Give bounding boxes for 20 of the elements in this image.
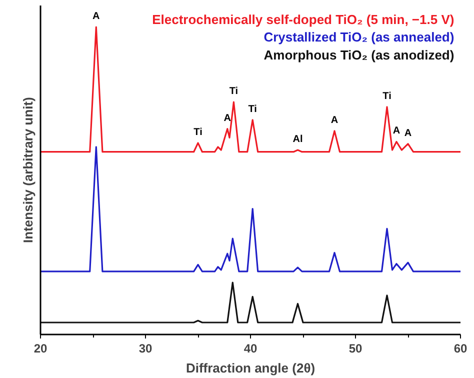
y-axis-title: Intensity (arbitrary unit) xyxy=(20,97,36,243)
x-tick-label: 20 xyxy=(34,342,48,356)
annotation: A xyxy=(224,112,232,124)
annotation: A xyxy=(392,126,400,137)
annotation: Ti xyxy=(248,104,258,115)
x-tick-label: 40 xyxy=(244,342,258,356)
annotation: Ti xyxy=(382,90,392,102)
annotation: A xyxy=(330,114,338,126)
text: Electrochemically self-doped TiO₂ (5 min, −1.5 V) xyxy=(152,12,454,27)
x-axis-title: Diffraction angle (2θ) xyxy=(186,360,316,376)
annotation: A xyxy=(92,11,100,22)
annotation: A xyxy=(404,128,412,139)
annotation: Ti xyxy=(194,126,203,138)
x-tick-label: 50 xyxy=(348,342,362,356)
x-tick-label: 30 xyxy=(138,342,152,356)
text: Amorphous TiO₂ (as anodized) xyxy=(264,48,454,63)
annotation: Al xyxy=(292,134,303,146)
x-tick-label: 60 xyxy=(454,342,468,356)
annotation: Ti xyxy=(229,86,238,98)
text: Crystallized TiO₂ (as annealed) xyxy=(264,30,454,45)
